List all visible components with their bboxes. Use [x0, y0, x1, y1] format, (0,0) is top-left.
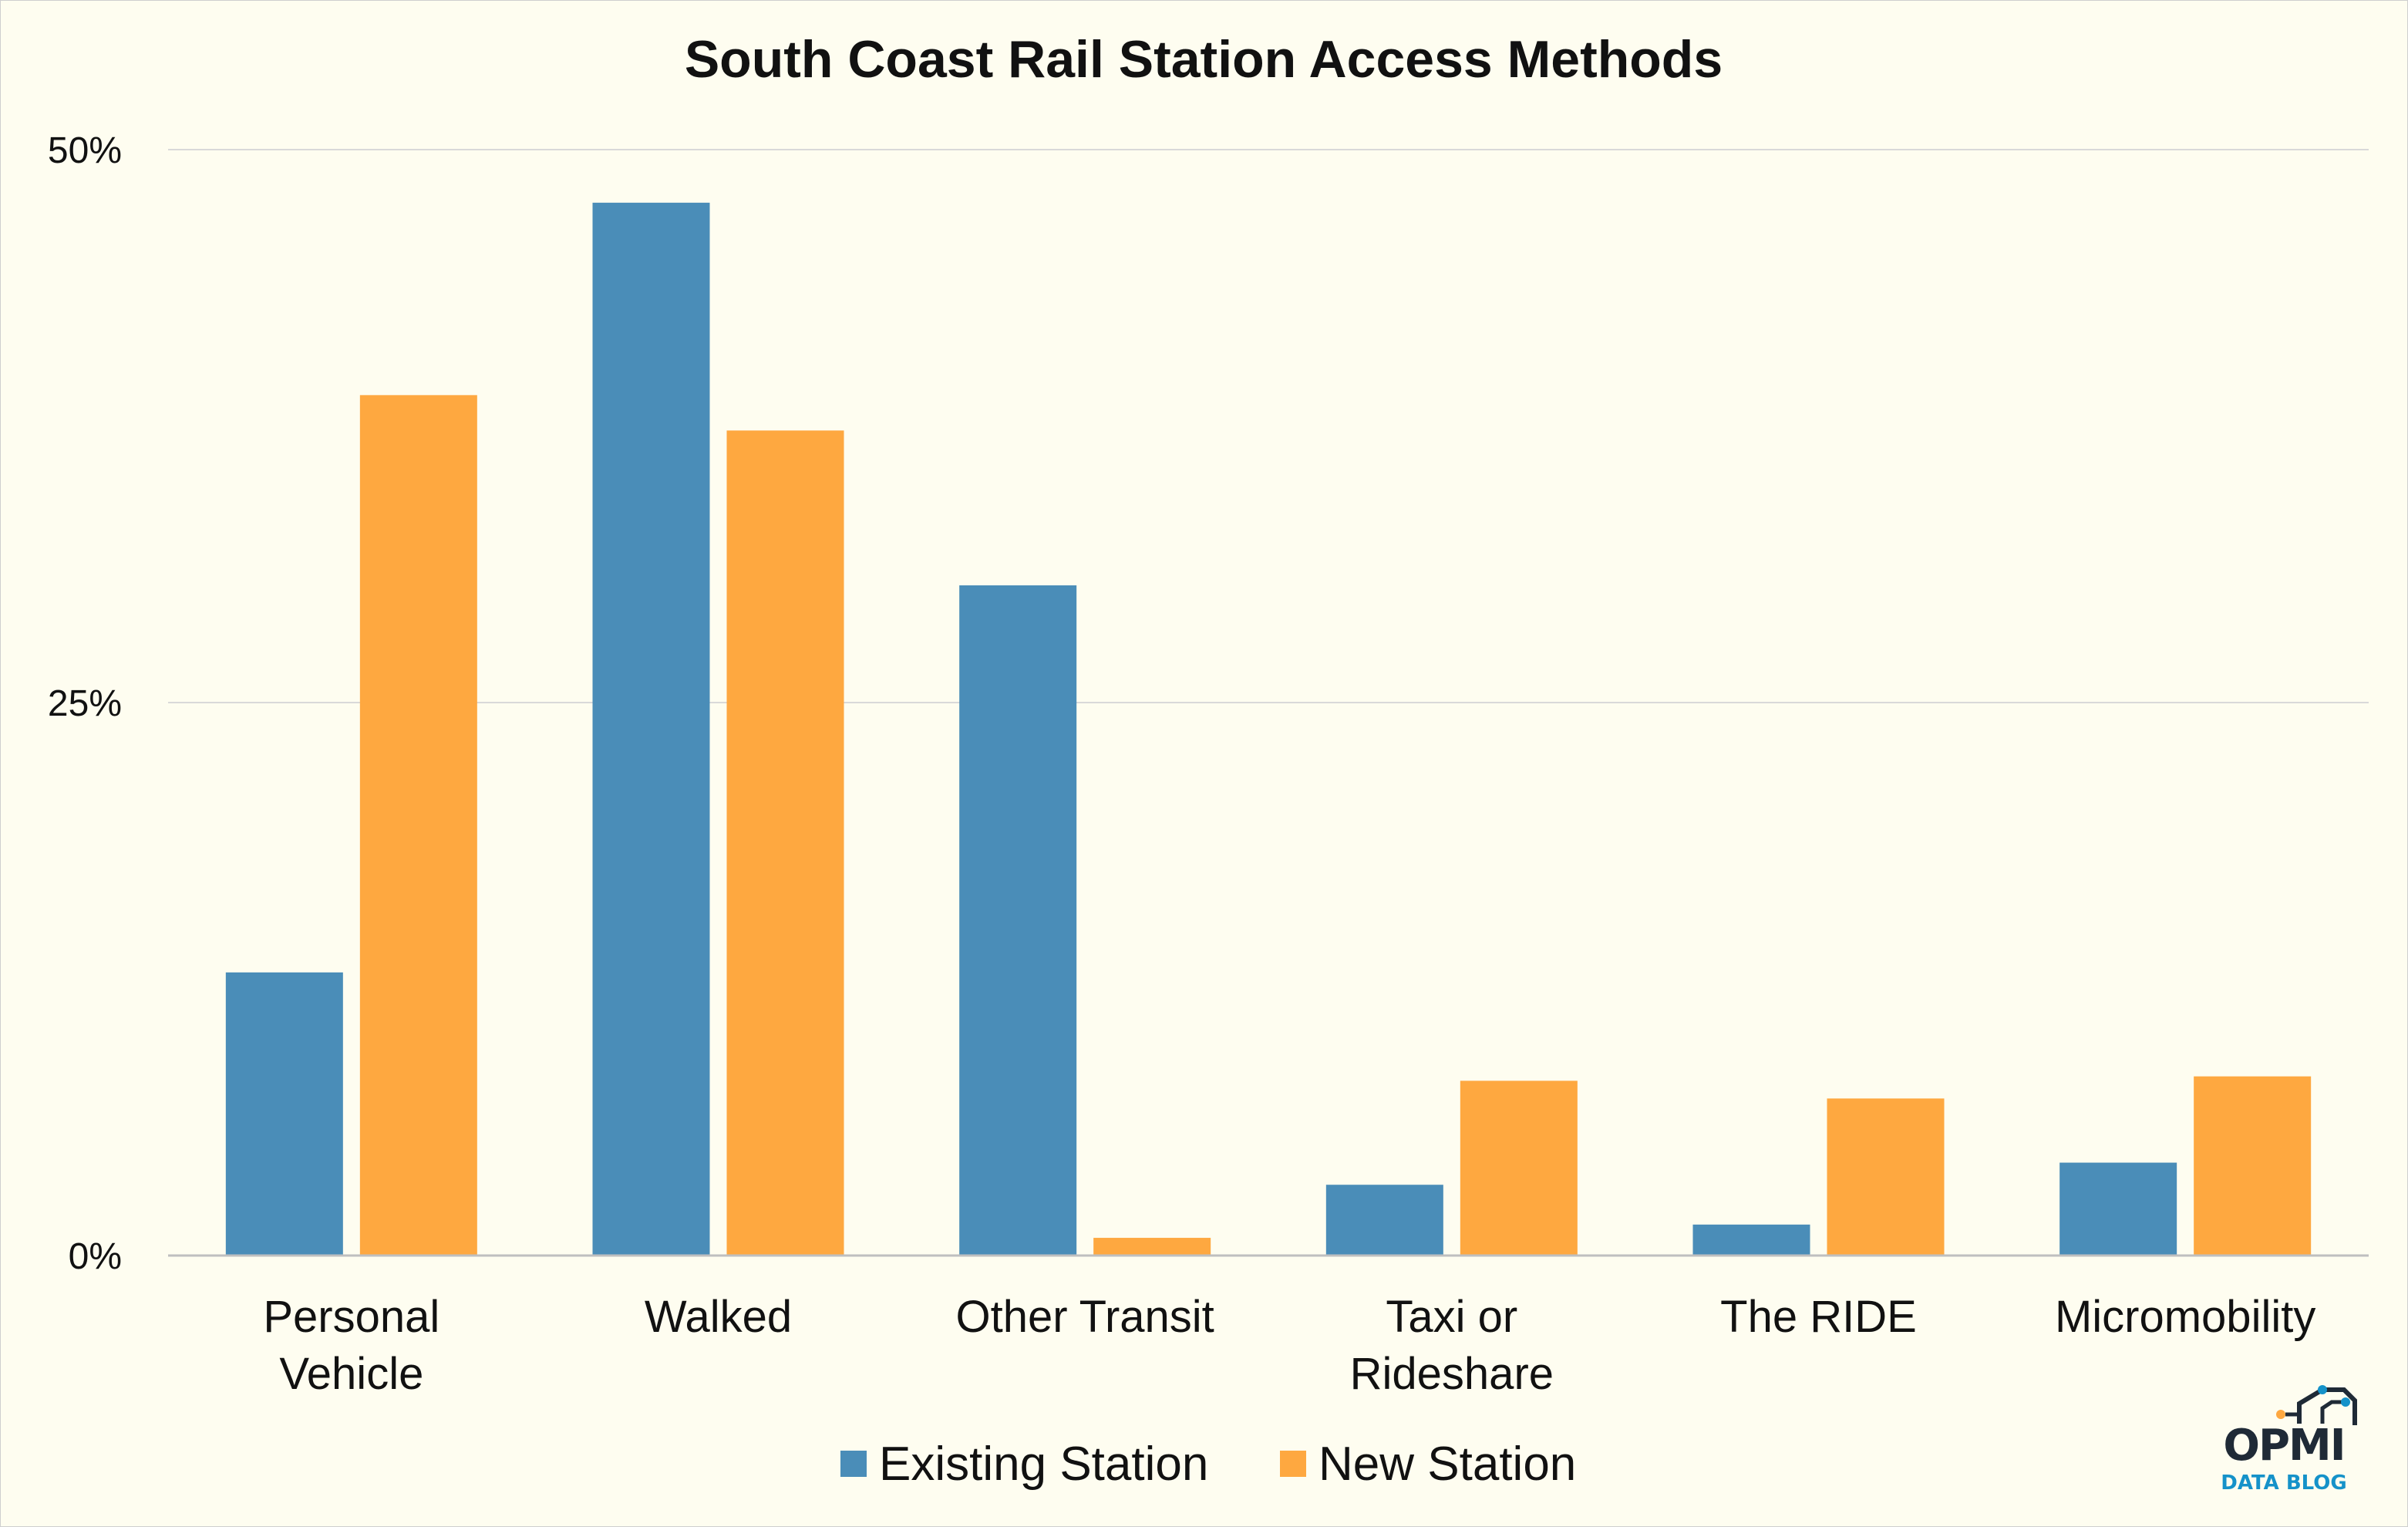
bar-existing-station	[1692, 1224, 1810, 1256]
bar-existing-station	[225, 972, 343, 1256]
x-tick-label: Vehicle	[279, 1349, 423, 1399]
x-tick-label: Walked	[645, 1292, 792, 1342]
legend-label-new-station: New Station	[1319, 1438, 1576, 1491]
bar-existing-station	[2059, 1162, 2177, 1256]
legend-swatch-existing-station	[840, 1451, 867, 1477]
bar-existing-station	[592, 202, 710, 1256]
bar-new-station	[726, 430, 844, 1256]
y-tick-label: 50%	[48, 130, 122, 171]
x-axis: Personal Vehicle Walked Other Transit Taxi o…	[263, 1292, 2315, 1399]
legend-label-existing-station: Existing Station	[879, 1438, 1208, 1491]
bar-new-station	[1827, 1098, 1945, 1256]
legend: Existing Station New Station	[840, 1438, 1576, 1491]
x-tick-label: Micromobility	[2055, 1292, 2315, 1342]
circuit-icon	[2276, 1385, 2357, 1425]
chart-title: South Coast Rail Station Access Methods	[685, 30, 1723, 89]
y-tick-label: 0%	[69, 1236, 122, 1277]
bar-new-station	[359, 395, 477, 1256]
bar-existing-station	[1325, 1185, 1443, 1256]
bar-existing-station	[959, 585, 1077, 1256]
opmi-logo: OPMI DATA BLOG	[2207, 1380, 2376, 1504]
bars	[225, 202, 2312, 1256]
x-tick-label: The RIDE	[1720, 1292, 1917, 1342]
bar-new-station	[2194, 1076, 2312, 1256]
gridlines	[168, 149, 2369, 703]
y-tick-label: 25%	[48, 683, 122, 724]
x-tick-label: Rideshare	[1350, 1349, 1554, 1399]
legend-swatch-new-station	[1280, 1451, 1306, 1477]
x-tick-label: Other Transit	[956, 1292, 1214, 1342]
x-tick-label: Personal	[263, 1292, 440, 1342]
x-tick-label: Taxi or	[1386, 1292, 1517, 1342]
bar-new-station	[1460, 1080, 1578, 1256]
y-axis: 0% 25% 50%	[48, 130, 122, 1277]
logo-subtitle: DATA BLOG	[2221, 1471, 2347, 1495]
bar-new-station	[1093, 1238, 1211, 1256]
logo-wordmark: OPMI	[2223, 1421, 2346, 1471]
